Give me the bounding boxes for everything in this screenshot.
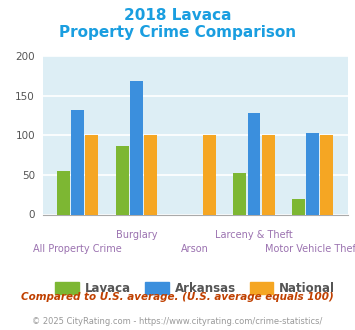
Bar: [320, 135, 333, 214]
Legend: Lavaca, Arkansas, National: Lavaca, Arkansas, National: [50, 278, 340, 300]
Text: © 2025 CityRating.com - https://www.cityrating.com/crime-statistics/: © 2025 CityRating.com - https://www.city…: [32, 317, 323, 326]
Text: Compared to U.S. average. (U.S. average equals 100): Compared to U.S. average. (U.S. average …: [21, 292, 334, 302]
Bar: [130, 81, 143, 214]
Text: Motor Vehicle Theft: Motor Vehicle Theft: [265, 244, 355, 254]
Text: Larceny & Theft: Larceny & Theft: [215, 230, 293, 240]
Bar: [57, 171, 70, 214]
Bar: [262, 135, 274, 214]
Bar: [71, 110, 84, 214]
Text: Burglary: Burglary: [116, 230, 157, 240]
Bar: [234, 173, 246, 214]
Bar: [144, 135, 157, 214]
Bar: [86, 135, 98, 214]
Text: All Property Crime: All Property Crime: [33, 244, 122, 254]
Bar: [116, 146, 129, 214]
Bar: [247, 113, 261, 214]
Bar: [292, 199, 305, 214]
Bar: [203, 135, 216, 214]
Text: Property Crime Comparison: Property Crime Comparison: [59, 25, 296, 40]
Text: Arson: Arson: [181, 244, 209, 254]
Text: 2018 Lavaca: 2018 Lavaca: [124, 8, 231, 23]
Bar: [306, 133, 319, 214]
